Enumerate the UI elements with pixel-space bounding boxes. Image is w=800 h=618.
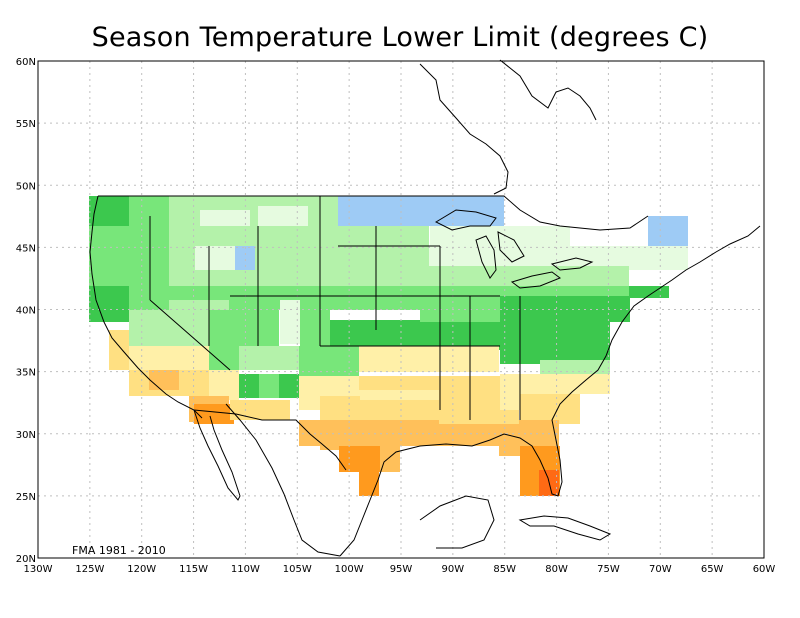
- map-title: Season Temperature Lower Limit (degrees …: [91, 22, 709, 53]
- temperature-cells: [89, 196, 688, 496]
- map-frame: [37, 60, 765, 559]
- longitude-tick-label: 80W: [545, 564, 568, 575]
- longitude-tick-label: 75W: [597, 564, 620, 575]
- latitude-tick-label: 40N: [16, 306, 36, 317]
- latitude-tick-label: 50N: [16, 181, 36, 192]
- longitude-tick-label: 130W: [24, 564, 53, 575]
- latitude-tick-label: 30N: [16, 430, 36, 441]
- longitude-tick-label: 115W: [179, 564, 208, 575]
- longitude-tick-label: 90W: [442, 564, 465, 575]
- period-label: FMA 1981 - 2010: [72, 544, 166, 557]
- longitude-tick-labels: 130W 125W 120W 115W 110W 105W 100W 95W 90W 85W 80W…: [24, 564, 776, 575]
- latitude-tick-label: 45N: [16, 243, 36, 254]
- longitude-tick-label: 105W: [283, 564, 312, 575]
- longitude-tick-label: 70W: [649, 564, 672, 575]
- longitude-tick-label: 125W: [75, 564, 104, 575]
- longitude-tick-label: 65W: [701, 564, 724, 575]
- graticule-grid: [38, 61, 764, 558]
- latitude-tick-label: 35N: [16, 368, 36, 379]
- longitude-tick-label: 60W: [753, 564, 776, 575]
- latitude-tick-labels: 60N 55N 50N 45N 40N 35N 30N 25N 20N: [16, 57, 36, 565]
- coastlines: [89, 59, 761, 557]
- longitude-tick-label: 100W: [335, 564, 364, 575]
- longitude-tick-label: 95W: [390, 564, 413, 575]
- latitude-tick-label: 55N: [16, 119, 36, 130]
- longitude-tick-label: 85W: [493, 564, 516, 575]
- latitude-tick-label: 20N: [16, 554, 36, 565]
- longitude-tick-label: 110W: [231, 564, 260, 575]
- latitude-tick-label: 25N: [16, 492, 36, 503]
- latitude-tick-label: 60N: [16, 57, 36, 68]
- longitude-tick-label: 120W: [127, 564, 156, 575]
